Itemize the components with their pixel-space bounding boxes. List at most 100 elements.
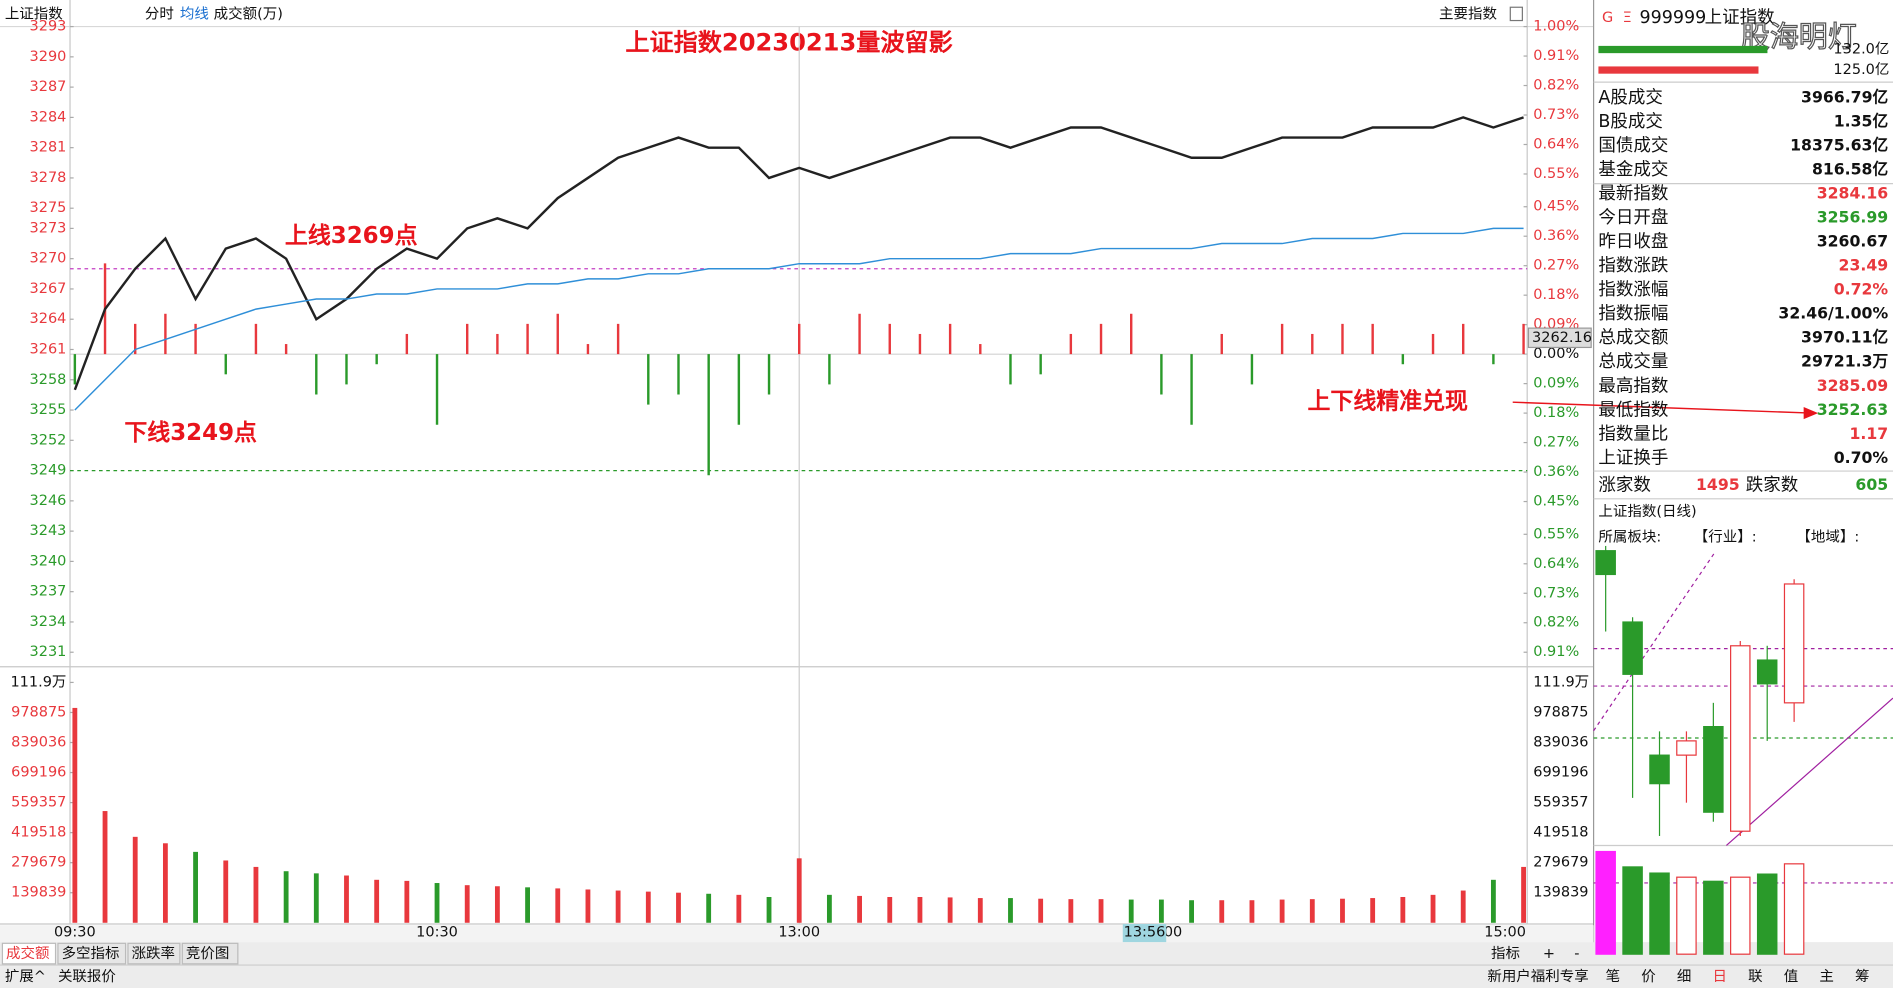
daily-sector: 所属板块: (1598, 527, 1661, 545)
y-tick-label: 3258 (30, 372, 67, 388)
volume-bar (615, 890, 621, 923)
tab[interactable] (1, 942, 57, 965)
toolbar-item[interactable]: 均线 (180, 5, 209, 22)
info-value: 18375.63亿 (1790, 135, 1888, 154)
info-label: 总成交量 (1598, 352, 1668, 372)
tab[interactable] (57, 942, 127, 965)
footer-control[interactable]: 指标 (1491, 945, 1520, 962)
y-tick-label: 3255 (30, 402, 67, 418)
footer-icon[interactable]: 日 (1713, 969, 1727, 985)
breadth-count: 跌家数 (1746, 476, 1798, 496)
volume-bar (1098, 899, 1104, 923)
info-value: 3260.67 (1817, 232, 1888, 251)
y-tick-label: 3234 (30, 614, 67, 630)
y2-tick-label: 0.91% (1533, 644, 1579, 660)
daily-trend (1725, 697, 1893, 846)
volume-bar (887, 896, 893, 923)
footer-icon[interactable]: 笔 (1606, 968, 1620, 985)
volume-tick-label: 111.9万 (10, 674, 66, 690)
breadth-count: 605 (1855, 475, 1888, 494)
info-label: 指数量比 (1598, 424, 1668, 444)
volume-bar (193, 851, 198, 923)
volume-bar (1249, 900, 1255, 923)
tab-label[interactable]: 成交额 (6, 944, 50, 962)
arrow-head (1803, 407, 1819, 420)
volume-bar (313, 873, 319, 923)
footer-icon[interactable]: 价 (1641, 969, 1656, 985)
y-tick-label: 3237 (30, 584, 67, 600)
tab[interactable] (127, 942, 181, 965)
footer-icon[interactable]: 筹 (1855, 968, 1869, 985)
volume-tick-label: 419518 (1533, 825, 1588, 841)
volume-tick-label: 111.9万 (1533, 674, 1589, 690)
icon[interactable] (1509, 6, 1523, 22)
volume-bar (1038, 898, 1044, 923)
info-label: 指数振幅 (1598, 304, 1668, 324)
tab-label[interactable]: 多空指标 (62, 945, 120, 962)
tab[interactable] (181, 942, 239, 965)
volume-bar (1490, 879, 1496, 923)
y2-tick-label: 0.36% (1533, 228, 1579, 244)
footer-link[interactable]: 扩展^ (5, 968, 46, 985)
volume-bar (525, 887, 530, 923)
info-header: 上证指数 (1705, 8, 1775, 28)
footer-control[interactable]: + (1543, 946, 1555, 962)
toolbar-item[interactable]: 分时 (145, 5, 174, 22)
toolbar-item[interactable]: 成交额(万) (214, 4, 283, 22)
footer-link[interactable]: 关联报价 (58, 968, 116, 985)
price-line (73, 116, 1524, 391)
info-value: 1.17 (1849, 424, 1888, 443)
info-label: 总成交额 (1598, 328, 1668, 348)
footer-control[interactable]: - (1574, 946, 1579, 962)
promo[interactable]: 新用户福利专享 (1487, 968, 1588, 985)
y-tick-label: 3293 (30, 19, 67, 35)
y2-tick-label: 0.82% (1533, 78, 1579, 94)
footer-icon[interactable]: 联 (1748, 968, 1762, 985)
info-value: 23.49 (1839, 256, 1889, 275)
toolbar-right[interactable]: 主要指数 (1439, 5, 1497, 22)
volume-bar (1521, 866, 1526, 923)
y2-tick-label: 0.55% (1533, 526, 1579, 542)
footer-icon[interactable]: 值 (1784, 968, 1798, 985)
info-label: B股成交 (1598, 112, 1663, 132)
y2-tick-label: 0.64% (1533, 556, 1579, 572)
volume-tick-label: 139839 (1533, 885, 1588, 901)
volume-bar (404, 880, 410, 923)
footer-icon[interactable]: 细 (1677, 968, 1691, 985)
volume-bar (826, 894, 832, 923)
volume-bar (72, 707, 78, 923)
daily-volume-bar (1730, 876, 1751, 955)
volume-bar (1008, 898, 1013, 923)
tab-label[interactable]: 涨跌率 (132, 945, 175, 962)
candle-body (1622, 621, 1643, 675)
volume-tick-label: 978875 (1533, 704, 1588, 720)
info-value: 3966.79亿 (1801, 87, 1888, 106)
info-value: 29721.3万 (1801, 352, 1888, 371)
tab-label[interactable]: 竞价图 (186, 944, 229, 962)
y2-tick-label: 0.09% (1533, 376, 1579, 392)
volume-bar (1158, 899, 1164, 923)
x-tick-label: 13:00 (778, 924, 820, 940)
y2-tick-label: 0.27% (1533, 435, 1579, 451)
y2-tick-label: 0.82% (1533, 615, 1579, 631)
y2-tick-label: 0.73% (1533, 585, 1579, 601)
volume-tick-label: 139839 (11, 885, 66, 901)
annotation: 上线3269点 (285, 222, 418, 249)
y2-tick-label: 0.64% (1533, 136, 1579, 152)
y2-tick-label: 0.45% (1533, 199, 1579, 215)
info-label: 最高指数 (1598, 376, 1668, 396)
y-tick-label: 3252 (30, 432, 67, 448)
current-value: 3262.16 (1532, 330, 1592, 346)
candle-body (1649, 754, 1670, 785)
footer-icon[interactable]: 主 (1819, 968, 1833, 985)
volume-bar (283, 871, 289, 923)
flow-label: 132.0亿 (1833, 41, 1889, 58)
volume-bar (1400, 896, 1406, 923)
y-tick-label: 3243 (30, 523, 67, 539)
volume-bar (344, 875, 349, 923)
volume-tick-label: 559357 (11, 795, 66, 811)
price-line (74, 227, 1524, 411)
